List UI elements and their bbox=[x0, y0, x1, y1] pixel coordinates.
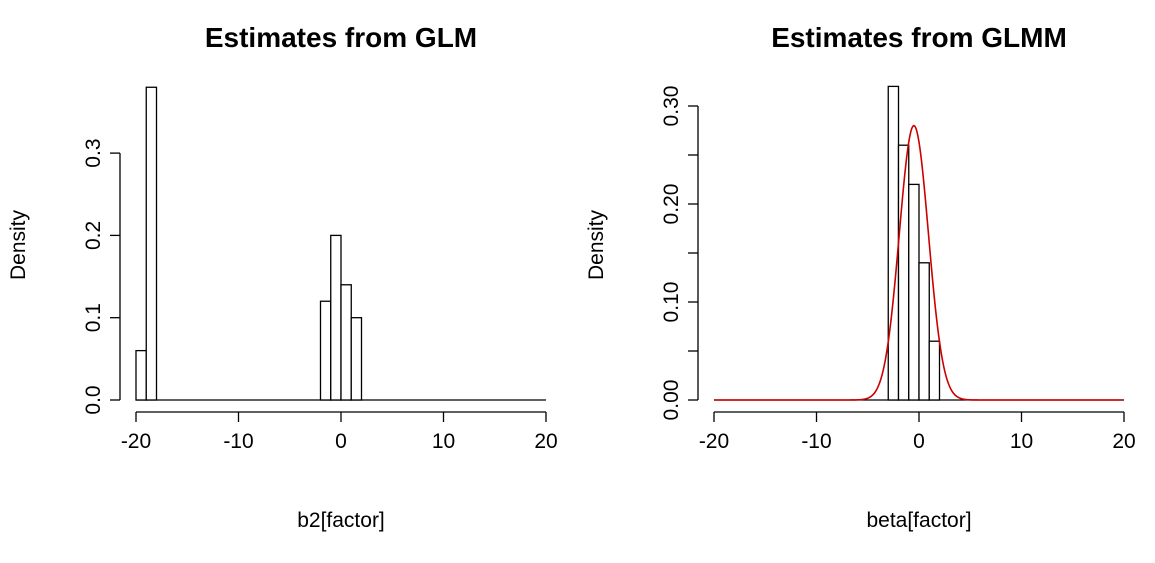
histogram-bar bbox=[918, 262, 930, 401]
x-tick-label: 10 bbox=[432, 430, 455, 453]
y-tick-label: 0.1 bbox=[82, 303, 105, 332]
x-tick-label: -10 bbox=[223, 430, 253, 453]
chart-title: Estimates from GLM bbox=[205, 22, 477, 53]
y-axis-label: Density bbox=[7, 209, 30, 280]
x-tick-label: -10 bbox=[801, 430, 831, 453]
x-axis-label: beta[factor] bbox=[866, 509, 971, 532]
histogram-bar bbox=[145, 86, 158, 401]
y-tick-label: 0.0 bbox=[82, 385, 105, 414]
y-tick-label: 0.00 bbox=[660, 380, 683, 421]
x-tick-label: 20 bbox=[534, 430, 557, 453]
axes: -20 -10 0 10 20 0.0 0.1 0.2 0.3 bbox=[82, 138, 558, 453]
glm-histogram-panel: Estimates from GLM -20 -10 0 10 20 0.0 0.1 0.2 0… bbox=[7, 22, 558, 532]
y-tick-label: 0.30 bbox=[660, 86, 683, 127]
histogram-bars bbox=[135, 86, 547, 401]
chart-title: Estimates from GLMM bbox=[771, 22, 1067, 53]
y-tick-label: 0.2 bbox=[82, 221, 105, 250]
histogram-bar bbox=[887, 85, 900, 401]
x-tick-label: 20 bbox=[1112, 430, 1135, 453]
axes: -20 -10 0 10 20 0.00 0.10 0.20 0.30 bbox=[660, 86, 1136, 453]
y-tick-label: 0.10 bbox=[660, 282, 683, 323]
x-tick-label: 0 bbox=[335, 430, 347, 453]
y-axis-label: Density bbox=[585, 209, 608, 280]
x-tick-label: -20 bbox=[699, 430, 729, 453]
x-tick-label: -20 bbox=[121, 430, 151, 453]
y-tick-label: 0.3 bbox=[82, 138, 105, 167]
x-axis-label: b2[factor] bbox=[297, 509, 385, 532]
x-tick-label: 10 bbox=[1010, 430, 1033, 453]
histogram-bar bbox=[330, 234, 342, 401]
histogram-bar bbox=[340, 284, 352, 401]
y-tick-label: 0.20 bbox=[660, 184, 683, 225]
histogram-bar bbox=[908, 183, 920, 401]
histogram-bar bbox=[928, 340, 941, 401]
histogram-bar bbox=[319, 300, 332, 401]
histogram-bar bbox=[135, 349, 147, 401]
x-tick-label: 0 bbox=[913, 430, 925, 453]
histogram-bar bbox=[350, 317, 363, 401]
density-curve bbox=[714, 124, 1123, 401]
histogram-bars bbox=[713, 85, 1125, 401]
glmm-histogram-panel: Estimates from GLMM -20 -10 0 10 20 0.00 0.10 0… bbox=[585, 22, 1136, 532]
